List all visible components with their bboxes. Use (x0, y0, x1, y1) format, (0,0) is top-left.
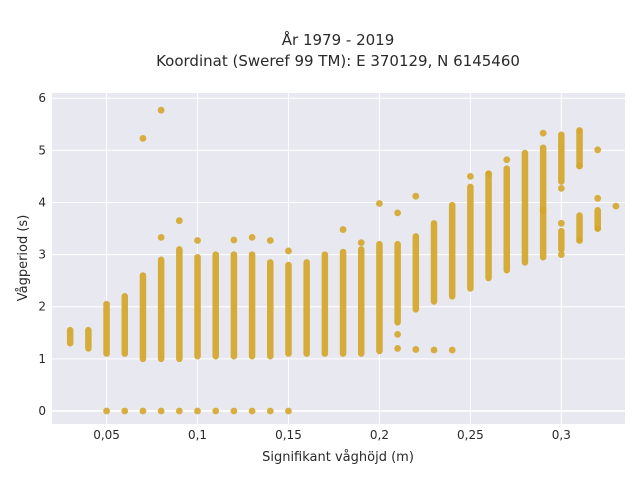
data-point (557, 184, 565, 192)
data-point (594, 146, 602, 154)
data-point (194, 237, 201, 244)
data-point (576, 127, 583, 134)
x-tick-label: 0,15 (275, 428, 302, 442)
data-point (594, 225, 602, 232)
data-point (448, 346, 456, 354)
data-point (121, 407, 129, 415)
data-point (103, 407, 110, 415)
y-tick-label: 1 (38, 352, 46, 366)
data-point (230, 407, 238, 415)
y-tick-label: 2 (38, 300, 46, 314)
data-point (557, 219, 565, 227)
data-point (485, 170, 492, 178)
data-point (612, 202, 620, 210)
data-point (266, 237, 274, 244)
data-point (212, 407, 220, 415)
data-point (230, 236, 238, 244)
data-point (285, 247, 292, 255)
data-point (339, 226, 347, 233)
data-point (285, 407, 292, 415)
data-point (394, 330, 402, 338)
y-tick-label: 3 (38, 248, 46, 262)
data-points (66, 106, 620, 415)
data-point (175, 407, 183, 415)
x-tick-label: 0,25 (457, 428, 484, 442)
data-point (466, 173, 474, 180)
data-point (139, 134, 147, 142)
data-point (557, 251, 565, 258)
x-tick-label: 0,1 (188, 428, 207, 442)
data-point (194, 407, 201, 415)
data-point (175, 217, 183, 225)
chart-title-line-1: År 1979 - 2019 (282, 30, 395, 49)
data-point (539, 129, 547, 137)
data-point (139, 407, 147, 415)
data-point (594, 194, 602, 202)
plot-background (52, 93, 625, 424)
data-point (248, 407, 256, 415)
y-axis-label: Vågperiod (s) (16, 215, 31, 302)
data-point (394, 209, 402, 217)
y-tick-label: 5 (38, 143, 46, 157)
x-tick-label: 0,05 (93, 428, 120, 442)
y-tick-labels: 0 1 2 3 4 5 6 (38, 91, 46, 418)
data-point (266, 407, 274, 415)
data-point (157, 407, 165, 415)
y-tick-label: 0 (38, 404, 46, 418)
x-tick-label: 0,2 (370, 428, 389, 442)
data-point (539, 206, 547, 214)
data-point (576, 162, 583, 170)
data-point (412, 192, 420, 200)
data-point (430, 346, 438, 354)
data-point (394, 345, 402, 352)
chart-title-line-2: Koordinat (Sweref 99 TM): E 370129, N 61… (156, 52, 520, 70)
y-tick-label: 4 (38, 195, 46, 209)
x-tick-label: 0,3 (552, 428, 571, 442)
data-point (412, 346, 420, 353)
x-axis-label: Signifikant våghöjd (m) (262, 450, 414, 465)
data-point (248, 233, 256, 241)
data-point (157, 233, 165, 241)
data-point (157, 106, 165, 114)
x-tick-labels: 0,05 0,1 0,15 0,2 0,25 0,3 (93, 428, 571, 442)
y-tick-label: 6 (38, 91, 46, 105)
data-point (376, 200, 383, 207)
data-point (503, 156, 511, 164)
data-point (576, 237, 583, 244)
data-point (357, 239, 365, 247)
